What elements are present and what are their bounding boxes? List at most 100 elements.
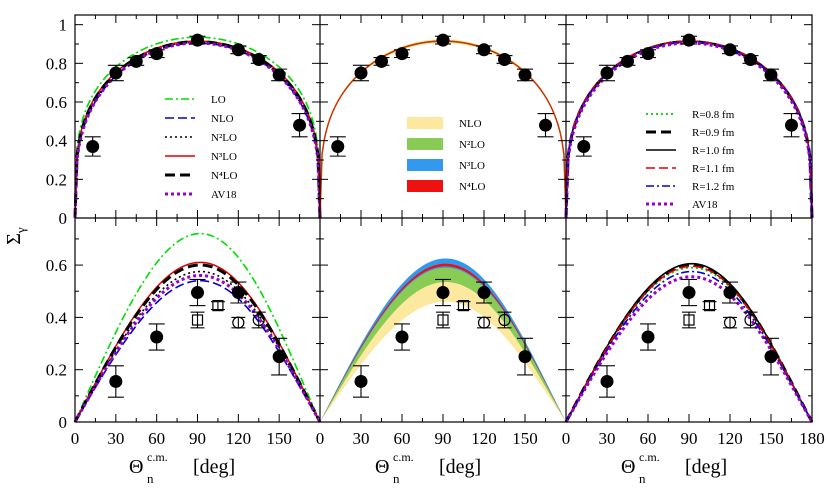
data-point-top-right-4 [682, 33, 696, 47]
legend-middle-label-0: NLO [459, 118, 482, 130]
legend-middle-label-2: N³LO [459, 160, 485, 172]
x-title-main: Θ [129, 456, 143, 478]
data-point-layer [84, 33, 800, 398]
legend-left-label-3: N³LO [211, 151, 237, 163]
data-point-top-left-2 [129, 54, 143, 68]
data-point-bottom-left-2 [191, 286, 204, 300]
open-square-left-1 [212, 300, 224, 312]
legend-middle-label-3: N⁴LO [459, 181, 485, 193]
x-title-unit: [deg] [193, 456, 235, 478]
x-tick-label-right-5: 150 [758, 429, 784, 448]
open-square-right-1 [703, 300, 716, 312]
data-point-bottom-middle-4 [518, 350, 532, 364]
legend-middle-swatch-2 [407, 159, 443, 171]
y-tick-label-top-5: 1 [59, 16, 68, 35]
x-tick-label-right-2: 60 [640, 429, 657, 448]
data-point-bottom-left-3 [231, 286, 245, 300]
curve-layer [73, 36, 814, 423]
x-title-sub: n [639, 471, 646, 486]
x-title-sup: c.m. [147, 450, 168, 464]
data-point-top-middle-6 [498, 52, 511, 66]
data-point-bottom-middle-1 [395, 330, 409, 344]
data-point-top-right-5 [723, 43, 737, 57]
data-point-top-left-5 [231, 43, 245, 57]
data-point-bottom-middle-0 [354, 374, 368, 388]
x-tick-label-middle-2: 60 [394, 429, 411, 448]
legend-right-label-2: R=1.0 fm [692, 145, 735, 157]
x-tick-label-right-3: 90 [681, 429, 698, 448]
data-point-top-middle-0 [331, 139, 345, 153]
data-point-top-middle-4 [436, 33, 450, 47]
y-tick-label-bottom-1: 0.2 [46, 361, 67, 380]
x-title-sup: c.m. [393, 450, 414, 464]
data-point-top-left-3 [150, 47, 164, 61]
data-point-top-right-1 [600, 66, 614, 80]
open-square-middle-1 [457, 300, 470, 312]
legend-right-label-1: R=0.9 fm [692, 127, 735, 139]
axis-label-layer: 0 0.2 0.4 0.6 0.8 1 0 0.2 0.4 0.6 0 30 60 90 120 150 0 30… [3, 16, 825, 486]
legend-middle-swatch-3 [407, 180, 443, 192]
data-point-bottom-left-4 [272, 350, 286, 364]
y-tick-label-top-4: 0.8 [46, 54, 67, 73]
x-tick-label-right-1: 30 [599, 429, 616, 448]
y-tick-label-bottom-3: 0.6 [46, 256, 67, 275]
band-layer [320, 39, 566, 422]
data-point-bottom-middle-3 [477, 286, 491, 300]
x-title-unit: [deg] [439, 456, 481, 478]
open-square-left-0 [191, 314, 204, 326]
x-tick-label-middle-0: 0 [316, 429, 325, 448]
open-circle-right-1 [744, 313, 757, 327]
data-point-bottom-right-2 [682, 286, 696, 300]
data-point-top-right-8 [785, 118, 798, 132]
open-square-right-0 [683, 314, 695, 326]
data-point-top-left-1 [109, 66, 123, 80]
data-point-bottom-middle-2 [436, 286, 450, 300]
curve-bottom-left-5 [73, 273, 322, 423]
legend-middle-swatch-0 [407, 117, 443, 129]
y-axis-title: Σγ [3, 227, 28, 245]
x-title-main: Θ [375, 456, 389, 478]
data-point-top-middle-3 [395, 47, 409, 61]
legend-left-label-2: N²LO [211, 132, 237, 144]
curve-top-right-0 [565, 40, 813, 219]
data-point-top-left-4 [191, 33, 204, 47]
open-circle-middle-1 [498, 313, 511, 327]
data-point-top-left-8 [293, 118, 307, 132]
data-point-top-right-6 [744, 52, 757, 66]
legend-left-label-1: NLO [211, 113, 234, 125]
curve-top-right-2 [565, 40, 813, 219]
y-tick-label-top-0: 0 [59, 209, 68, 228]
data-point-bottom-left-0 [109, 374, 123, 388]
legend-right-label-3: R=1.1 fm [692, 163, 735, 175]
y-tick-label-top-2: 0.4 [46, 132, 68, 151]
legend-right-label-4: R=1.2 fm [692, 181, 735, 193]
curve-bottom-right-5 [564, 275, 814, 423]
data-point-top-left-0 [86, 139, 100, 153]
x-tick-label-right-6: 180 [799, 429, 825, 448]
x-tick-label-left-5: 150 [266, 429, 292, 448]
x-title-unit: [deg] [685, 456, 727, 478]
data-point-top-middle-8 [539, 118, 552, 132]
data-point-top-right-3 [641, 47, 655, 61]
data-point-top-middle-5 [477, 43, 491, 57]
x-title-sub: n [393, 471, 400, 486]
legend-left-label-4: N⁴LO [211, 170, 237, 182]
data-point-top-left-7 [272, 68, 286, 82]
legend-layer: LO NLO N²LO N³LO N⁴LO AV18 R=0.8 fm R=0.9 fm R=1… [165, 94, 735, 211]
legend-middle-swatch-1 [407, 138, 443, 150]
x-tick-label-left-1: 30 [107, 429, 124, 448]
data-point-top-left-6 [252, 52, 266, 66]
x-tick-label-right-0: 0 [562, 429, 571, 448]
x-tick-label-middle-1: 30 [353, 429, 370, 448]
open-circle-middle-0 [477, 316, 491, 329]
curve-bottom-right-3 [565, 265, 813, 423]
x-tick-label-left-0: 0 [71, 429, 80, 448]
open-square-middle-0 [437, 314, 449, 326]
open-circle-left-1 [252, 313, 265, 327]
x-tick-label-left-4: 120 [226, 429, 252, 448]
x-tick-label-middle-5: 150 [512, 429, 538, 448]
x-title-main: Θ [621, 456, 635, 478]
x-tick-label-right-4: 120 [717, 429, 743, 448]
open-circle-left-0 [232, 316, 245, 329]
